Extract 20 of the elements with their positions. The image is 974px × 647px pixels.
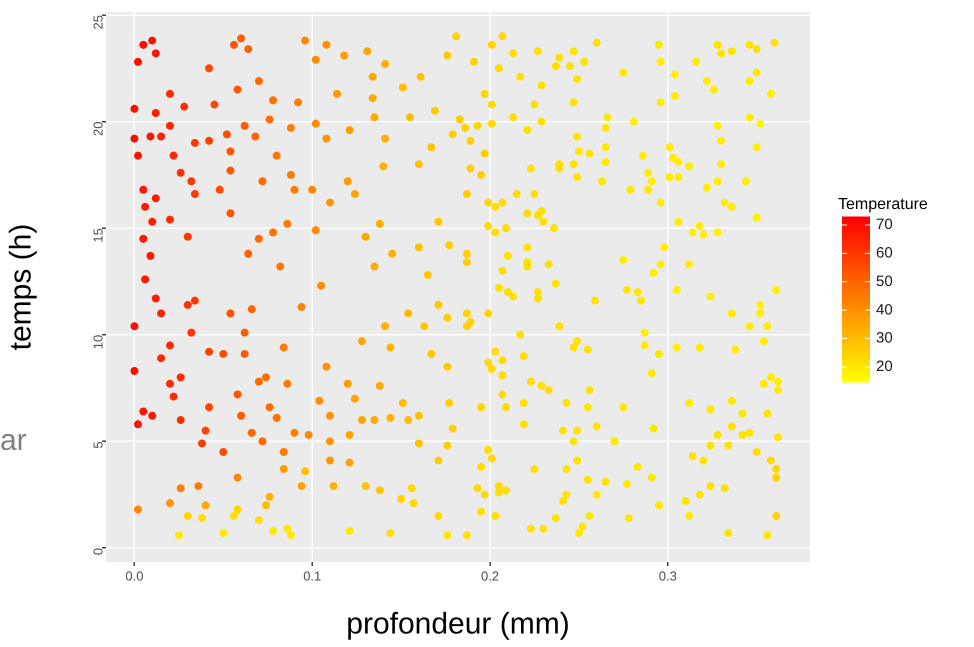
text: ar (0, 424, 27, 458)
y-axis-title: temps (h) (4, 224, 38, 350)
color-bar-label: 50 (876, 272, 893, 290)
x-tick-label: 0.3 (658, 568, 677, 584)
color-bar-label: 70 (876, 216, 893, 234)
color-bar-label: 20 (876, 358, 893, 376)
x-tick-label: 0.0 (125, 568, 144, 584)
y-tick-label: 10 (90, 334, 106, 350)
x-tick-label: 0.1 (303, 568, 322, 584)
color-bar-label: 40 (876, 301, 893, 318)
y-tick-label: 20 (90, 122, 106, 136)
y-tick-label: 15 (90, 228, 106, 243)
y-tick-label: 25 (90, 14, 106, 30)
x-tick-label: 0.2 (480, 568, 500, 584)
color-bar-label: 60 (876, 244, 893, 262)
x-axis-title: profondeur (mm) (346, 607, 570, 640)
y-tick-label: 5 (90, 441, 106, 449)
color-bar-label: 30 (876, 330, 893, 347)
color-bar-title: Temperature (838, 196, 928, 213)
y-tick-label: 0 (90, 548, 106, 556)
